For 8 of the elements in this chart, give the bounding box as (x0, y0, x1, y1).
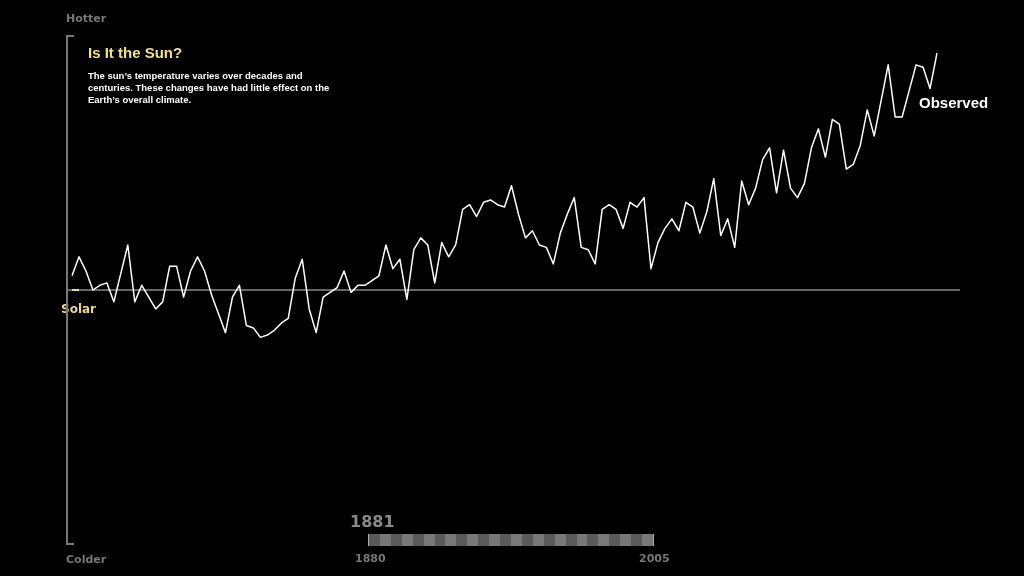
text: Colder (66, 553, 107, 566)
text: The sun’s temperature varies over decades and centuries. These changes have had little effect on the Earth’s overall climate. (88, 70, 331, 106)
text: 1881 (350, 512, 395, 531)
text: 1880 (355, 552, 386, 565)
chart-title: Is It the Sun? (88, 44, 183, 61)
text: Hotter (66, 12, 107, 25)
series-label: Observed (919, 94, 989, 112)
text: 2005 (639, 552, 670, 565)
